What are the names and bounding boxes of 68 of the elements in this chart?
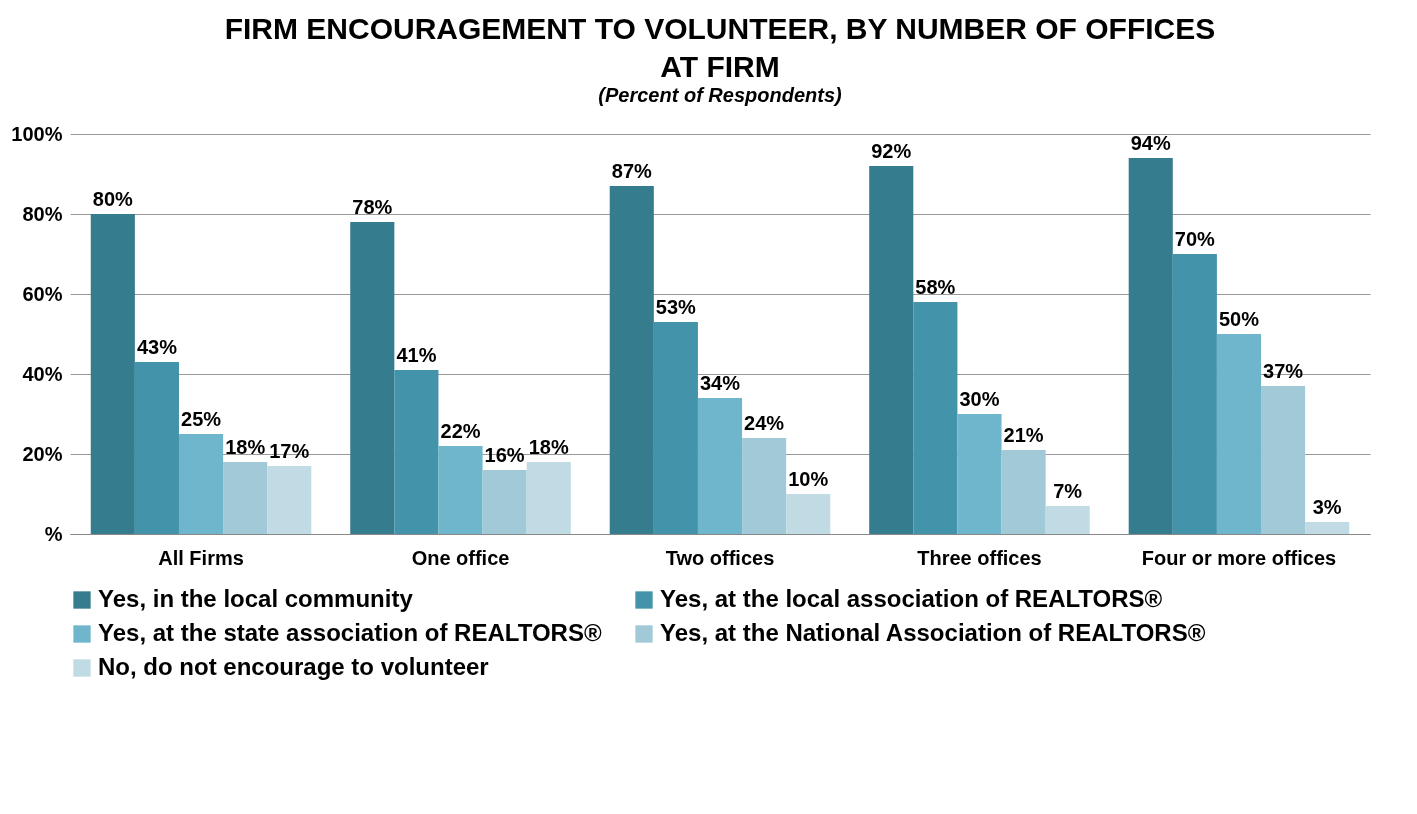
data-label: 30% xyxy=(959,388,1000,410)
bar xyxy=(90,214,135,534)
bar xyxy=(609,186,654,534)
bar xyxy=(913,302,958,534)
bar xyxy=(869,166,914,534)
data-label: 21% xyxy=(1003,424,1044,446)
data-label: 3% xyxy=(1312,496,1342,518)
data-label: 53% xyxy=(655,296,697,318)
x-tick-label: Four or more offices xyxy=(1141,546,1337,569)
bar xyxy=(1001,450,1046,534)
bar xyxy=(350,222,395,534)
bar xyxy=(1172,254,1217,534)
y-tick-label: 60% xyxy=(22,282,63,305)
data-label: 18% xyxy=(528,436,569,458)
data-label: 37% xyxy=(1263,360,1304,382)
y-tick-label: % xyxy=(44,522,63,545)
data-label: 94% xyxy=(1130,132,1171,154)
chart-title: FIRM ENCOURAGEMENT TO VOLUNTEER, BY NUMBER OF OFFICES AT FIRM xyxy=(224,12,1216,83)
bar xyxy=(957,414,1002,534)
data-label: 16% xyxy=(484,444,525,466)
x-tick-label: Two offices xyxy=(665,546,775,569)
legend-label: Yes, at the state association of REALTORS® xyxy=(98,619,602,646)
y-tick-label: 20% xyxy=(22,442,63,465)
bar xyxy=(134,362,179,534)
x-tick-label: Three offices xyxy=(917,546,1042,569)
bar xyxy=(178,434,224,534)
data-label: 10% xyxy=(788,468,829,490)
bar xyxy=(482,470,527,534)
data-label: 87% xyxy=(611,160,653,182)
data-label: 24% xyxy=(744,412,785,434)
legend-label: Yes, at the local association of REALTORS® xyxy=(660,585,1163,612)
chart-subtitle: (Percent of Respondents) xyxy=(598,84,843,106)
data-label: 17% xyxy=(269,440,310,462)
bar xyxy=(653,322,698,534)
data-label: 43% xyxy=(136,336,178,358)
x-tick-label: One office xyxy=(411,546,510,569)
bar xyxy=(1305,522,1350,534)
data-label: 92% xyxy=(871,140,912,162)
bar xyxy=(1261,386,1306,534)
y-tick-label: 80% xyxy=(22,202,63,225)
bar xyxy=(742,438,787,534)
legend-label: Yes, at the National Association of REALTORS® xyxy=(660,619,1206,646)
bar xyxy=(267,466,312,534)
bar xyxy=(1045,506,1090,534)
bar xyxy=(1216,334,1262,534)
bar xyxy=(1128,158,1173,534)
data-label: 58% xyxy=(915,276,956,298)
y-tick-label: 40% xyxy=(22,362,63,385)
data-label: 41% xyxy=(396,344,437,366)
bar xyxy=(394,370,439,534)
bar xyxy=(786,494,831,534)
x-tick-label: All Firms xyxy=(158,546,244,569)
data-label: 34% xyxy=(699,372,741,394)
bar xyxy=(697,398,743,534)
data-label: 18% xyxy=(225,436,266,458)
data-label: 78% xyxy=(352,196,393,218)
data-label: 25% xyxy=(181,408,222,430)
legend-label: Yes, in the local community xyxy=(98,585,414,612)
data-label: 70% xyxy=(1174,228,1216,250)
legend-label: No, do not encourage to volunteer xyxy=(98,653,489,680)
y-tick-label: 100% xyxy=(11,122,63,145)
bar xyxy=(438,446,483,534)
data-label: 50% xyxy=(1218,308,1260,330)
bar xyxy=(223,462,268,534)
data-label: 22% xyxy=(440,420,481,442)
data-label: 80% xyxy=(92,188,134,210)
data-label: 7% xyxy=(1053,480,1083,502)
bar xyxy=(526,462,571,534)
